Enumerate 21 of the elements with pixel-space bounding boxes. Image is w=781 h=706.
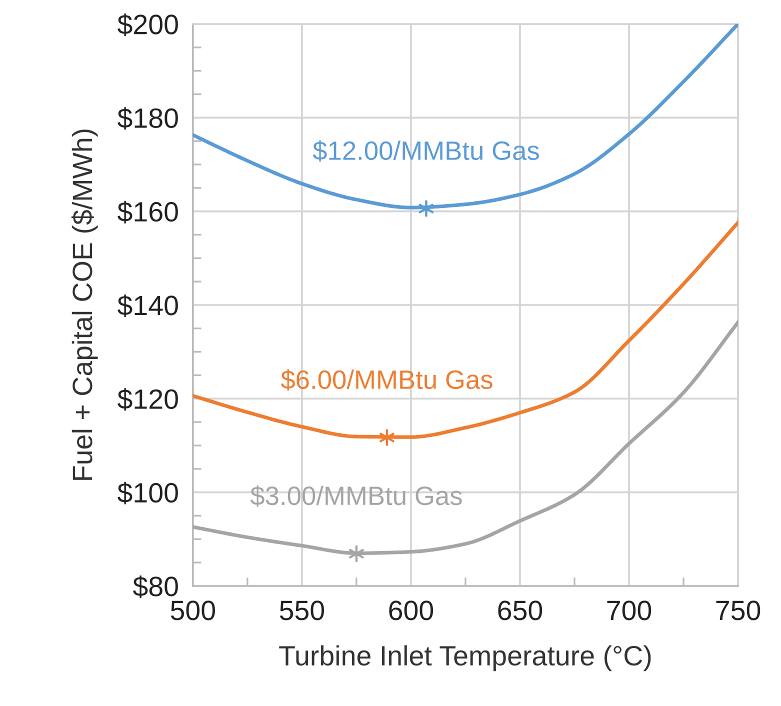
x-axis-title: Turbine Inlet Temperature (°C) <box>279 645 651 672</box>
x-tick-label: 650 <box>498 600 542 620</box>
y-tick-label: $120 <box>118 388 178 411</box>
x-tick-label: 700 <box>607 600 652 620</box>
point <box>418 200 434 217</box>
y-axis-title: Fuel + Capital COE ($/MWh) <box>71 130 98 480</box>
y-tick-label: $140 <box>118 294 178 317</box>
y-tick-label: $200 <box>118 14 178 36</box>
x-tick-label: 550 <box>280 600 324 620</box>
x-tick-label: 500 <box>170 600 215 620</box>
point <box>380 429 394 446</box>
y-tick-label: $80 <box>132 575 178 598</box>
x-tick-label: 600 <box>389 600 434 620</box>
y-tick-label: $160 <box>118 200 178 224</box>
series-label: $3.00/MMBtu Gas <box>250 485 462 507</box>
x-tick-label: 750 <box>716 600 760 620</box>
y-tick-label: $180 <box>118 107 178 130</box>
series-label: $12.00/MMBtu Gas <box>312 140 539 162</box>
point <box>349 545 364 562</box>
series-label: $6.00/MMBtu Gas <box>280 369 492 391</box>
y-tick-label: $100 <box>118 482 178 504</box>
